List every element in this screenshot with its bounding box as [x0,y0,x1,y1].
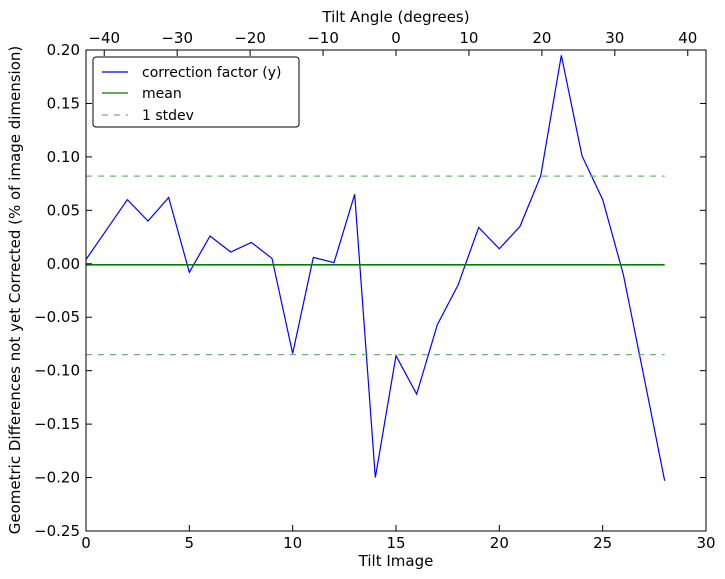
top-tick-label: 30 [605,29,624,47]
top-x-axis-title: Tilt Angle (degrees) [321,8,469,26]
y-tick-label: 0.15 [47,94,80,112]
x-tick-label: 15 [386,534,405,552]
top-tick-label: 10 [459,29,478,47]
legend: correction factor (y) mean 1 stdev [92,56,300,128]
top-tick-label: −30 [161,29,193,47]
x-tick-label: 0 [81,534,91,552]
legend-label-stdev: 1 stdev [142,108,194,124]
x-tick-label: 25 [593,534,612,552]
y-tick-label: −0.20 [34,469,80,487]
x-tick-label: 30 [696,534,715,552]
plot-area [86,50,706,531]
y-tick-label: 0.00 [47,255,80,273]
top-tick-label: −10 [307,29,339,47]
y-axis: −0.25 −0.20 −0.15 −0.10 −0.05 0.00 0.05 0.10 0.1… [34,41,706,540]
x-tick-label: 5 [185,534,195,552]
y-tick-label: −0.10 [34,362,80,380]
y-tick-label: 0.10 [47,148,80,166]
series-line-0 [85,55,666,481]
series-layer [85,55,666,481]
top-tick-label: 0 [391,29,401,47]
x-tick-label: 20 [490,534,509,552]
y-tick-label: 0.05 [47,201,80,219]
top-x-axis: −40 −30 −20 −10 0 10 20 30 40 [88,29,697,56]
y-tick-label: −0.05 [34,308,80,326]
y-tick-label: 0.20 [47,41,80,59]
bottom-x-axis: 0 5 10 15 20 25 30 [81,525,716,552]
top-tick-label: 40 [678,29,697,47]
x-tick-label: 10 [283,534,302,552]
y-tick-label: −0.15 [34,415,80,433]
legend-box [92,56,300,128]
top-tick-label: 20 [532,29,551,47]
legend-label-mean: mean [142,86,182,102]
top-tick-label: −40 [88,29,120,47]
y-tick-label: −0.25 [34,522,80,540]
x-axis-title: Tilt Image [358,552,434,570]
y-axis-title: Geometric Differences not yet Corrected … [6,46,24,535]
top-tick-label: −20 [234,29,266,47]
legend-label-correction: correction factor (y) [142,65,281,81]
